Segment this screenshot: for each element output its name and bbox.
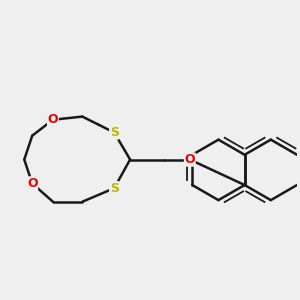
Text: S: S bbox=[110, 182, 119, 195]
Text: O: O bbox=[184, 153, 195, 166]
Text: O: O bbox=[27, 177, 38, 190]
Text: S: S bbox=[110, 126, 119, 139]
Text: O: O bbox=[48, 113, 58, 126]
